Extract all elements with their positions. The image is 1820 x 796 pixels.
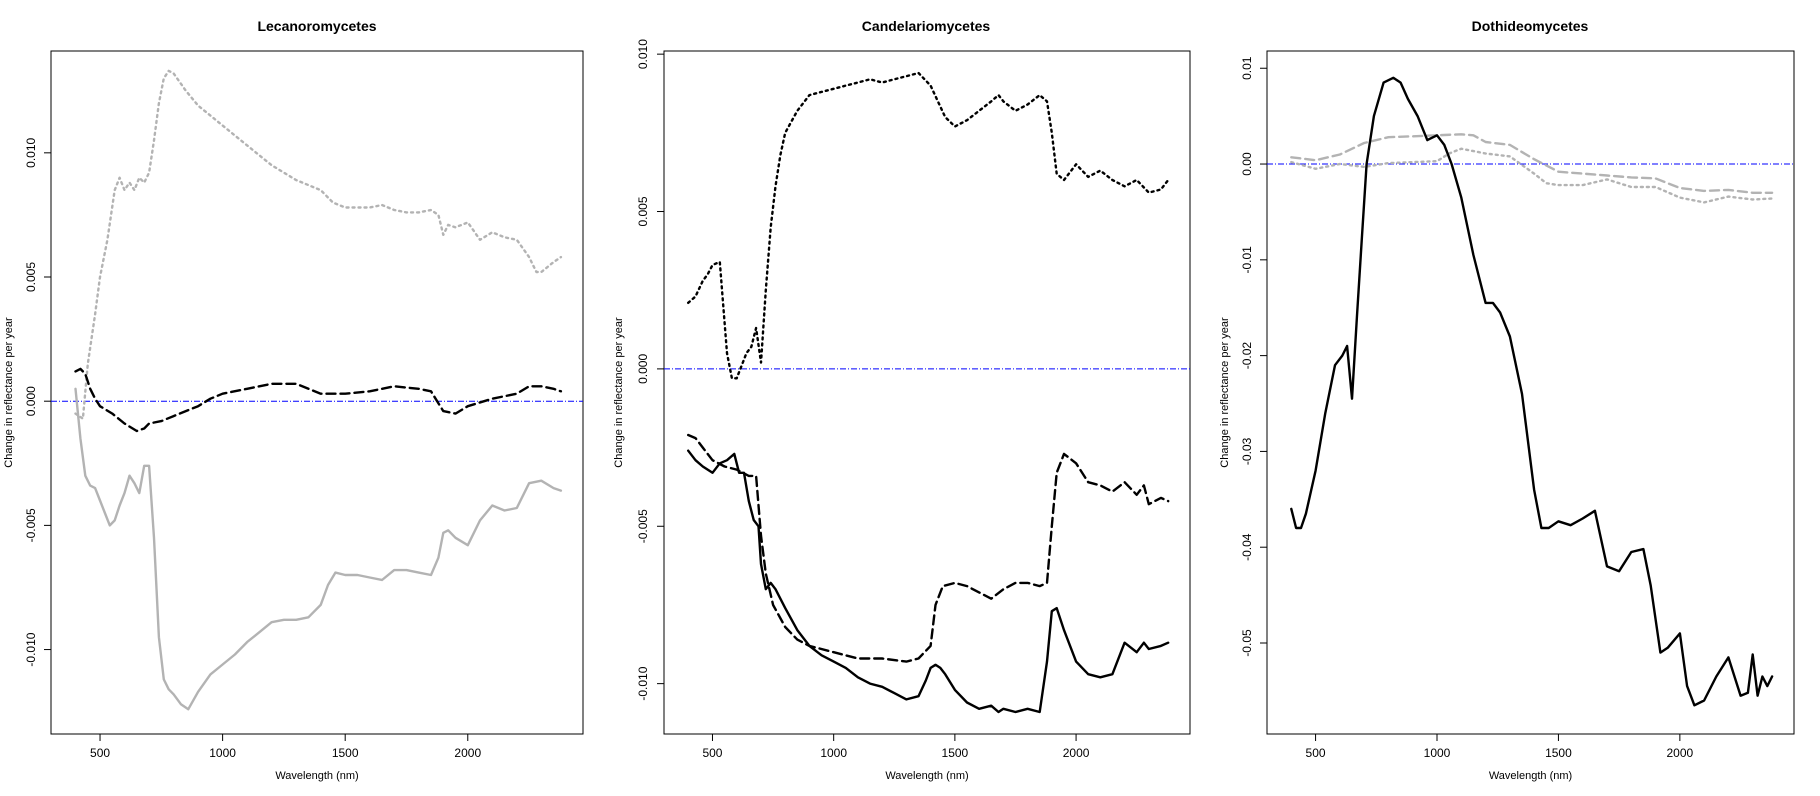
x-axis-label: Wavelength (nm) [1489, 770, 1572, 782]
y-tick-label: -0.03 [1240, 437, 1254, 465]
y-axis-label: Change in reflectance per year [3, 317, 15, 468]
y-tick-label: -0.005 [636, 509, 650, 543]
series-line-gray-dashed [1290, 133, 1774, 194]
series-line-black-dashed [74, 367, 563, 433]
series-line-black-solid [687, 449, 1170, 714]
series-line-black-dashed [687, 433, 1170, 663]
x-tick-label: 1500 [332, 746, 359, 760]
x-tick-label: 1000 [820, 746, 847, 760]
y-axis-label: Change in reflectance per year [1219, 317, 1231, 468]
series-line-gray-dotted [1290, 147, 1774, 204]
plot-frame [1266, 50, 1795, 735]
panel-title: Lecanoromycetes [257, 18, 376, 34]
y-tick-label: -0.02 [1240, 342, 1254, 370]
y-tick-label: 0.005 [636, 196, 650, 226]
y-tick-label: 0.000 [24, 386, 38, 416]
x-tick-label: 1000 [1424, 746, 1451, 760]
plot-frame [663, 50, 1191, 735]
y-axis-label: Change in reflectance per year [613, 317, 625, 468]
x-tick-label: 1500 [942, 746, 969, 760]
x-axis-label: Wavelength (nm) [885, 770, 968, 782]
y-tick-label: -0.05 [1240, 629, 1254, 657]
y-tick-label: -0.01 [1240, 246, 1254, 274]
series-line-gray-solid [74, 387, 563, 711]
y-tick-label: 0.010 [24, 137, 38, 167]
panel-candelariomycetes: Candelariomycetes 500 1000 1500 2000 -0.010 -0… [613, 18, 1191, 782]
y-tick-label: 0.010 [636, 39, 650, 69]
x-tick-label: 1500 [1545, 746, 1572, 760]
y-tick-label: 0.01 [1240, 56, 1254, 80]
y-tick-label: -0.04 [1240, 533, 1254, 561]
x-tick-label: 2000 [1063, 746, 1090, 760]
panel-title: Candelariomycetes [862, 18, 991, 34]
x-tick-label: 500 [702, 746, 722, 760]
panel-dothideomycetes: Dothideomycetes 500 1000 1500 2000 -0.05 -0.04… [1219, 18, 1795, 782]
y-tick-label: 0.000 [636, 354, 650, 384]
y-tick-label: -0.005 [24, 508, 38, 542]
series-line-black-dotted [687, 71, 1170, 380]
x-axis-label: Wavelength (nm) [275, 770, 358, 782]
panel-lecanoromycetes: Lecanoromycetes 500 1000 1500 2000 -0.010 -0.0… [3, 18, 584, 782]
y-tick-label: 0.005 [24, 262, 38, 292]
x-tick-label: 2000 [454, 746, 481, 760]
x-tick-label: 2000 [1667, 746, 1694, 760]
y-tick-label: -0.010 [24, 632, 38, 666]
panel-title: Dothideomycetes [1472, 18, 1589, 34]
y-tick-label: 0.00 [1240, 152, 1254, 176]
series-line-gray-dotted [74, 69, 563, 420]
plot-frame [50, 50, 584, 735]
y-tick-label: -0.010 [636, 666, 650, 700]
x-tick-label: 1000 [209, 746, 236, 760]
x-tick-label: 500 [90, 746, 110, 760]
series-line-black-solid [1290, 76, 1774, 707]
x-tick-label: 500 [1306, 746, 1326, 760]
